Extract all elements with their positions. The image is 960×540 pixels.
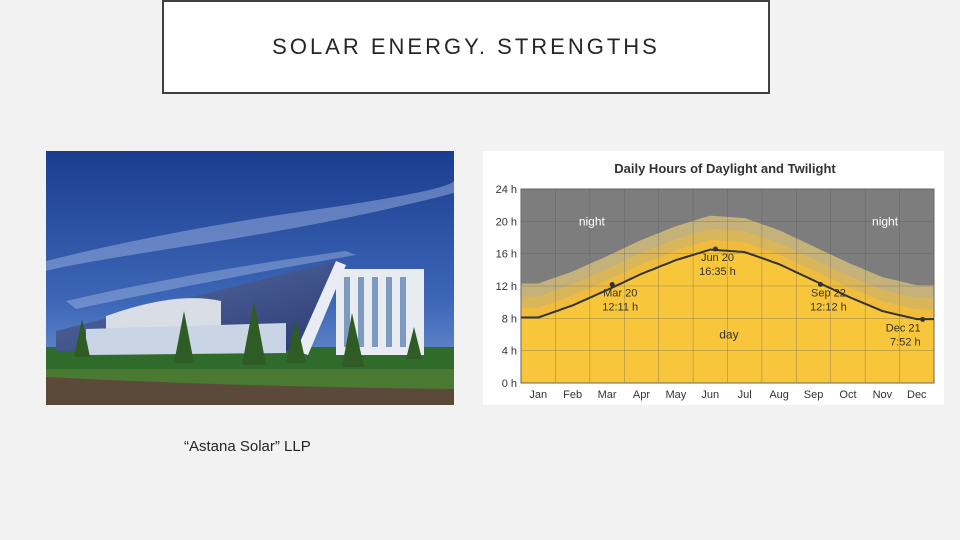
annotation-point (712, 246, 718, 252)
chart-title: Daily Hours of Daylight and Twilight (614, 161, 836, 176)
y-tick-label: 20 h (496, 216, 517, 228)
x-tick-label: Apr (633, 389, 650, 401)
y-tick-label: 0 h (502, 378, 517, 390)
astana-solar-photo (46, 151, 454, 405)
chart-grid (520, 188, 935, 384)
x-tick-label: Nov (873, 389, 893, 401)
chart-svg: Daily Hours of Daylight and Twilight 0 h… (496, 161, 935, 401)
annotation-value: 16:35 h (699, 266, 736, 278)
y-tick-label: 16 h (496, 249, 517, 261)
night-label-left: night (579, 214, 606, 228)
annotation-point (920, 316, 926, 322)
night-label-right: night (872, 214, 899, 228)
annotation-point (609, 282, 615, 288)
slide-title: SOLAR ENERGY. STRENGTHS (272, 34, 660, 59)
annotation-value: 12:12 h (810, 301, 847, 313)
building-illustration (46, 151, 454, 405)
x-tick-label: Jun (701, 389, 719, 401)
y-tick-label: 8 h (502, 313, 517, 325)
x-tick-label: Mar (598, 389, 617, 401)
y-tick-label: 24 h (496, 184, 517, 196)
x-tick-label: Oct (839, 389, 856, 401)
x-tick-label: Aug (769, 389, 789, 401)
x-tick-label: Dec (907, 389, 927, 401)
annotation-date: Sep 22 (811, 287, 846, 299)
chart-annotations: Mar 20 12:11 h Jun 20 16:35 h Sep 22 12:12 h D… (602, 246, 926, 348)
photo-caption: “Astana Solar” LLP (184, 438, 311, 455)
title-box: SOLAR ENERGY. STRENGTHS (162, 0, 770, 94)
x-tick-label: May (665, 389, 686, 401)
annotation-value: 7:52 h (890, 336, 921, 348)
x-axis-ticks: Jan Feb Mar Apr May Jun Jul Aug Sep Oct Nov Dec (529, 389, 927, 401)
annotation-point (817, 281, 823, 287)
day-label: day (719, 328, 738, 342)
y-tick-label: 12 h (496, 281, 517, 293)
annotation-date: Jun 20 (701, 252, 734, 264)
x-tick-label: Sep (804, 389, 824, 401)
x-tick-label: Feb (563, 389, 582, 401)
x-tick-label: Jan (529, 389, 547, 401)
daylight-series-line (521, 248, 934, 321)
plot-border (520, 188, 935, 384)
annotation-value: 12:11 h (602, 302, 638, 314)
x-tick-label: Jul (738, 389, 752, 401)
daylight-chart: Daily Hours of Daylight and Twilight 0 h… (483, 151, 944, 405)
annotation-date: Dec 21 (886, 322, 921, 334)
y-tick-label: 4 h (502, 346, 517, 358)
y-axis-ticks: 0 h 4 h 8 h 12 h 16 h 20 h 24 h (496, 184, 517, 390)
annotation-date: Mar 20 (603, 288, 637, 300)
